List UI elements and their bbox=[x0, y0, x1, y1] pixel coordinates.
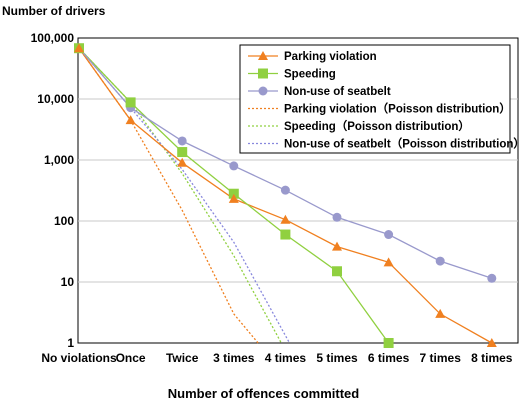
x-tick-label: Once bbox=[116, 351, 146, 365]
legend-label: Parking violation bbox=[284, 51, 377, 63]
data-point bbox=[280, 214, 291, 224]
poisson-series-line bbox=[78, 47, 259, 344]
data-point bbox=[74, 43, 84, 53]
data-point bbox=[125, 115, 136, 125]
data-point bbox=[332, 212, 342, 222]
x-tick-label: 7 times bbox=[420, 351, 462, 365]
x-tick-label: 4 times bbox=[265, 351, 307, 365]
y-tick-label: 100,000 bbox=[31, 31, 75, 45]
x-tick-label: 5 times bbox=[316, 351, 358, 365]
legend-label: Speeding（Poisson distribution） bbox=[284, 119, 470, 133]
y-tick-label: 1,000 bbox=[44, 153, 74, 167]
x-axis-title: Number of offences committed bbox=[167, 386, 360, 401]
data-point bbox=[384, 230, 394, 240]
data-point bbox=[228, 188, 239, 199]
data-point bbox=[383, 257, 394, 267]
x-tick-label: No violations bbox=[41, 351, 117, 365]
y-tick-label: 10 bbox=[61, 275, 75, 289]
x-tick-label: 8 times bbox=[471, 351, 513, 365]
data-point bbox=[125, 97, 136, 108]
data-point bbox=[280, 229, 291, 240]
series-markers bbox=[74, 43, 497, 348]
data-point bbox=[487, 273, 497, 283]
y-tick-label: 1 bbox=[67, 336, 74, 350]
data-point bbox=[229, 161, 239, 171]
data-point bbox=[177, 136, 187, 146]
y-tick-label: 100 bbox=[54, 214, 74, 228]
data-point bbox=[435, 256, 445, 266]
data-point bbox=[177, 147, 188, 158]
data-point bbox=[228, 193, 239, 203]
data-point bbox=[280, 185, 290, 195]
y-tick-labels: 1 10 100 1,000 10,000 100,000 bbox=[31, 31, 75, 350]
legend-label: Parking violation（Poisson distribution） bbox=[284, 102, 511, 116]
y-axis-title: Number of drivers bbox=[2, 4, 106, 18]
x-tick-label: 6 times bbox=[368, 351, 410, 365]
data-point bbox=[486, 338, 497, 347]
legend-swatch-marker bbox=[258, 86, 268, 96]
x-tick-label: 3 times bbox=[213, 351, 255, 365]
data-point bbox=[177, 157, 188, 167]
legend: Parking violation Speeding Non-use of seat… bbox=[239, 44, 525, 154]
legend-swatch-marker bbox=[258, 68, 268, 79]
x-tick-label: Twice bbox=[166, 351, 199, 365]
legend-label: Non-use of seatbelt（Poisson distribution… bbox=[284, 137, 525, 151]
data-point bbox=[332, 266, 342, 277]
data-point bbox=[435, 308, 446, 318]
data-point bbox=[383, 338, 394, 348]
y-tick-label: 10,000 bbox=[37, 92, 74, 106]
legend-label: Speeding bbox=[284, 69, 336, 81]
legend-swatch-marker bbox=[258, 51, 268, 60]
legend-label: Non-use of seatbelt bbox=[284, 86, 391, 98]
data-point bbox=[332, 241, 342, 251]
legend-box bbox=[239, 44, 511, 154]
